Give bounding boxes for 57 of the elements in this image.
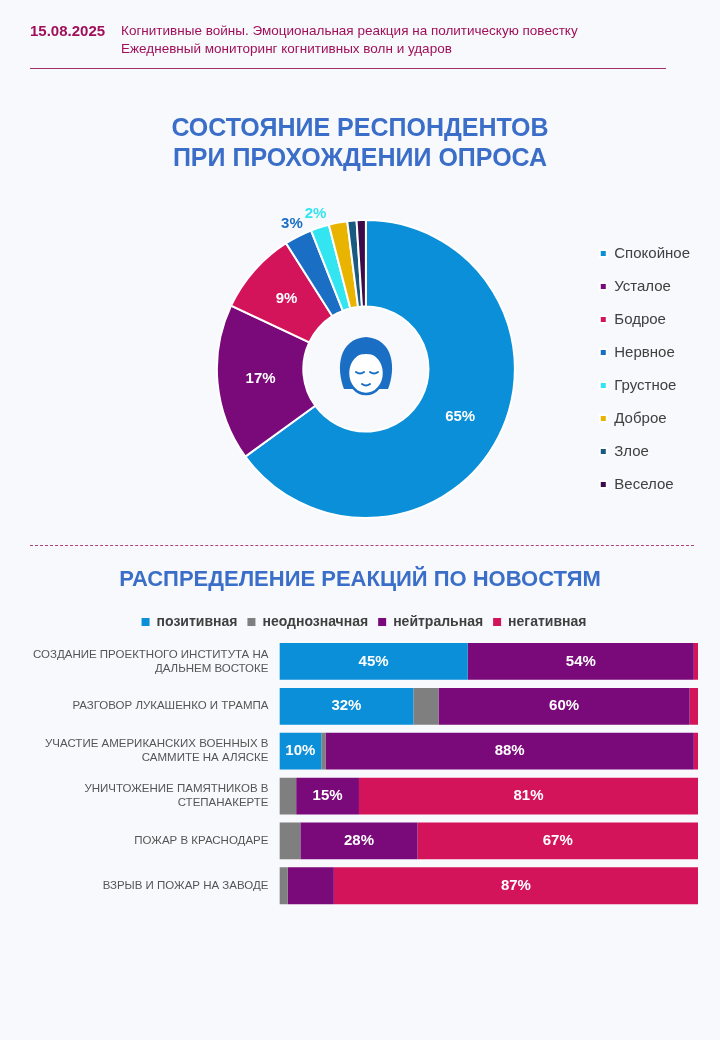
data-label: 3%	[281, 213, 303, 231]
legend-label: Спокойное	[614, 243, 690, 261]
legend-label: Веселое	[614, 474, 674, 492]
legend-label: позитивная	[156, 612, 238, 629]
bar	[287, 867, 334, 905]
data-label: 9%	[275, 289, 298, 307]
bar	[279, 643, 468, 680]
bar	[279, 867, 288, 905]
text: Когнитивные войны. Эмоциональная реакция на политическую повестку	[121, 22, 578, 40]
y-tick-label: ПОЖАР В КРАСНОДАРЕ	[134, 834, 269, 847]
text: 15.08.2025	[30, 22, 106, 41]
bar	[689, 687, 698, 725]
bar	[413, 687, 439, 725]
data-label: 65%	[445, 407, 476, 425]
y-tick-label: ВЗРЫВ И ПОЖАР НА ЗАВОДЕ	[102, 878, 269, 891]
bar	[321, 732, 326, 770]
bar	[438, 687, 690, 725]
bar	[279, 687, 414, 725]
bar	[358, 777, 698, 815]
y-tick-label: РАЗГОВОР ЛУКАШЕНКО И ТРАМПА	[72, 699, 269, 712]
data-label: 88%	[494, 741, 525, 759]
data-label: 60%	[549, 696, 580, 714]
bar	[693, 732, 698, 770]
y-tick-label: СОЗДАНИЕ ПРОЕКТНОГО ИНСТИТУТА НА ДАЛЬНЕМ ВОСТОКЕ	[32, 647, 269, 674]
legend-label: Нервное	[614, 342, 675, 360]
legend-label: неоднозначная	[262, 612, 369, 629]
bar	[279, 777, 297, 815]
legend-label: Усталое	[614, 276, 671, 294]
text: Ежедневный мониторинг когнитивных волн и ударов	[121, 40, 453, 58]
bar	[325, 732, 694, 770]
bar	[300, 822, 418, 860]
bar	[279, 822, 301, 860]
legend-label: Бодрое	[614, 309, 666, 327]
chart-title: РАСПРЕДЕЛЕНИЕ РЕАКЦИЙ ПО НОВОСТЯМ	[118, 566, 602, 592]
legend-label: нейтральная	[393, 612, 484, 629]
bar	[467, 643, 694, 680]
legend-label: негативная	[508, 612, 587, 629]
data-label: 2%	[304, 204, 327, 222]
data-label: 10%	[285, 741, 316, 759]
legend-label: Доброе	[614, 408, 667, 426]
data-label: 32%	[331, 696, 362, 714]
data-label: 67%	[542, 831, 573, 849]
bar	[417, 822, 698, 860]
bar	[333, 867, 698, 905]
data-label: 17%	[245, 369, 276, 387]
y-tick-label: УНИЧТОЖЕНИЕ ПАМЯТНИКОВ В СТЕПАНАКЕРТЕ	[84, 782, 269, 809]
data-label: 28%	[343, 831, 374, 849]
data-label: 45%	[358, 651, 389, 669]
legend-label: Грустное	[614, 375, 677, 393]
bar	[693, 643, 698, 680]
data-label: 54%	[565, 651, 596, 669]
legend-label: Злое	[614, 441, 649, 459]
data-label: 15%	[312, 786, 343, 804]
chart-title: СОСТОЯНИЕ РЕСПОНДЕНТОВ ПРИ ПРОХОЖДЕНИИ ОПРОСА	[170, 112, 550, 172]
data-label: 81%	[513, 786, 544, 804]
data-label: 87%	[500, 875, 531, 893]
y-tick-label: УЧАСТИЕ АМЕРИКАНСКИХ ВОЕННЫХ В САММИТЕ НА АЛЯСКЕ	[45, 737, 269, 764]
